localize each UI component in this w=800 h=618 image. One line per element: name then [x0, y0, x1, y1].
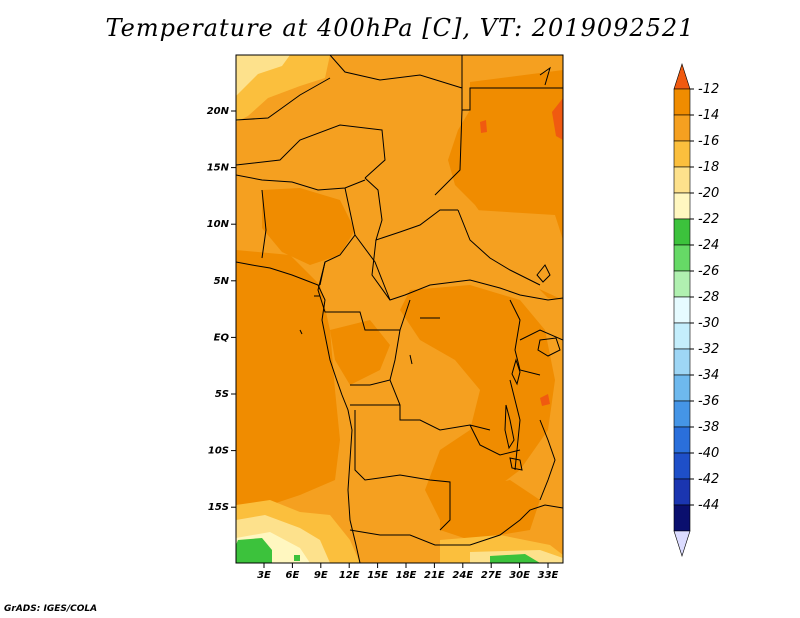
- lon-label: 15E: [367, 570, 388, 581]
- colorbar-swatch: [673, 218, 691, 246]
- colorbar: -12 -14 -16 -18 -20 -22 -24 -26 -28 -30 -32 -34 -36 -…: [673, 63, 719, 557]
- lon-label: 3E: [257, 570, 271, 581]
- colorbar-label: -34: [698, 368, 719, 383]
- lon-label: 9E: [314, 570, 328, 581]
- colorbar-label: -22: [698, 212, 719, 227]
- colorbar-swatch: [673, 88, 691, 116]
- colorbar-bottom-triangle: [673, 530, 691, 557]
- lon-label: 33E: [538, 570, 559, 581]
- map-title: Temperature at 400hPa [C], VT: 201909252…: [105, 14, 695, 42]
- colorbar-swatch: [673, 504, 691, 532]
- lat-label: 15N: [207, 163, 230, 174]
- lat-label: 5N: [214, 276, 230, 287]
- lon-label: 30E: [509, 570, 530, 581]
- colorbar-label: -40: [698, 446, 719, 461]
- colorbar-label: -20: [698, 186, 719, 201]
- colorbar-label: -18: [698, 160, 719, 175]
- colorbar-swatch: [673, 244, 691, 272]
- lon-label: 6E: [286, 570, 300, 581]
- colorbar-swatch: [673, 374, 691, 402]
- colorbar-label: -28: [698, 290, 719, 305]
- lon-label: 27E: [481, 570, 502, 581]
- colorbar-swatch: [673, 114, 691, 142]
- map-frame: [235, 54, 564, 564]
- lat-label: 20N: [207, 106, 230, 117]
- colorbar-label: -16: [698, 134, 719, 149]
- colorbar-swatch: [673, 192, 691, 220]
- colorbar-label: -44: [698, 498, 719, 513]
- colorbar-label: -30: [698, 316, 719, 331]
- colorbar-label: -26: [698, 264, 719, 279]
- lat-label: 10S: [208, 446, 229, 457]
- colorbar-top-triangle: [673, 63, 691, 90]
- colorbar-label: -32: [698, 342, 719, 357]
- lon-label: 21E: [424, 570, 445, 581]
- lat-label: 10N: [207, 219, 230, 230]
- grads-credit: GrADS: IGES/COLA: [4, 604, 98, 614]
- lon-label: 18E: [396, 570, 417, 581]
- colorbar-label: -24: [698, 238, 719, 253]
- lat-label: 5S: [215, 389, 229, 400]
- lat-labels: 20N 15N 10N 5N EQ 5S 10S 15S: [207, 106, 230, 513]
- colorbar-swatch: [673, 296, 691, 324]
- lon-label: 12E: [339, 570, 360, 581]
- temperature-field: [236, 55, 563, 563]
- colorbar-swatch: [673, 478, 691, 506]
- colorbar-label: -38: [698, 420, 719, 435]
- colorbar-swatch: [673, 270, 691, 298]
- lon-labels: 3E 6E 9E 12E 15E 18E 21E 24E 27E 30E 33E: [257, 570, 558, 581]
- colorbar-swatch: [673, 166, 691, 194]
- colorbar-label: -42: [698, 472, 719, 487]
- colorbar-swatch: [673, 452, 691, 480]
- lat-label: 15S: [208, 502, 229, 513]
- colorbar-label: -36: [698, 394, 719, 409]
- colorbar-label: -12: [698, 82, 719, 97]
- colorbar-swatch: [673, 400, 691, 428]
- colorbar-swatch: [673, 140, 691, 168]
- lon-label: 24E: [452, 570, 473, 581]
- axis-ticks: [231, 110, 549, 568]
- colorbar-label: -14: [698, 108, 719, 123]
- colorbar-swatch: [673, 322, 691, 350]
- country-borders: [236, 55, 563, 563]
- lat-label: EQ: [214, 332, 230, 343]
- colorbar-swatch: [673, 348, 691, 376]
- colorbar-swatch: [673, 426, 691, 454]
